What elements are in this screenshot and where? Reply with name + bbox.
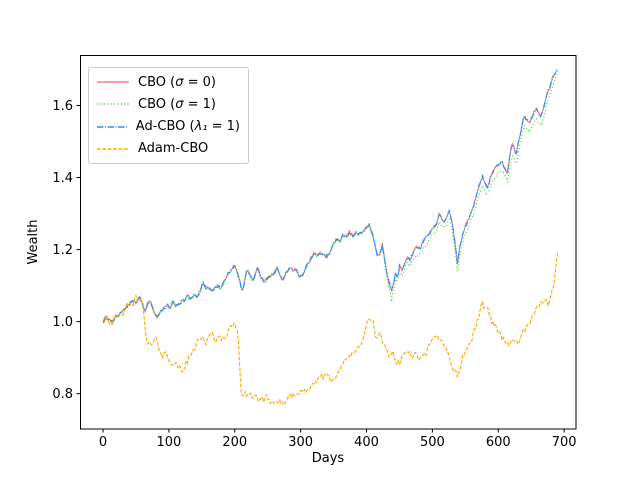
series-line (102, 253, 559, 405)
series-line (102, 72, 559, 323)
series-line (102, 68, 559, 323)
plot-border (80, 55, 577, 430)
x-axis-label: Days (312, 451, 345, 466)
legend-item-label: CBO (σ = 1) (138, 96, 216, 112)
y-tick-label: 1.6 (52, 99, 73, 114)
legend-line-sample-icon (97, 125, 127, 128)
y-axis-label: Wealth (26, 219, 41, 264)
x-tick-label: 200 (222, 435, 247, 450)
y-tick-label: 1.4 (52, 171, 73, 186)
legend-item-label: Adam-CBO (138, 141, 209, 157)
legend-line-sample-icon (97, 81, 129, 83)
legend-item: CBO (σ = 1) (97, 93, 240, 115)
x-tick-label: 600 (486, 435, 511, 450)
x-tick-label: 400 (354, 435, 379, 450)
series-lines (102, 68, 559, 405)
x-tick-label: 500 (420, 435, 445, 450)
y-tick-label: 1.2 (52, 243, 73, 258)
x-tick-label: 0 (99, 435, 107, 450)
x-tick-label: 100 (157, 435, 182, 450)
axis-ticks: 0 100 200 300 400 500 600 700 0.8 1.0 1.2 1.4 1.6 (52, 99, 576, 450)
legend-item: Adam-CBO (97, 138, 240, 160)
legend-line-sample-icon (97, 148, 129, 150)
x-tick-label: 700 (552, 435, 577, 450)
y-tick-label: 0.8 (52, 387, 73, 402)
legend-item: Ad-CBO (λ₁ = 1) (97, 116, 240, 138)
legend-item-label: Ad-CBO (λ₁ = 1) (135, 119, 240, 135)
legend-line-sample-icon (97, 103, 129, 106)
x-tick-label: 300 (288, 435, 313, 450)
legend-item-label: CBO (σ = 0) (138, 74, 216, 90)
legend: CBO (σ = 0) CBO (σ = 1) Ad-CBO (λ₁ = 1) Ada… (88, 67, 249, 164)
y-tick-label: 1.0 (52, 315, 73, 330)
legend-item: CBO (σ = 0) (97, 71, 240, 93)
